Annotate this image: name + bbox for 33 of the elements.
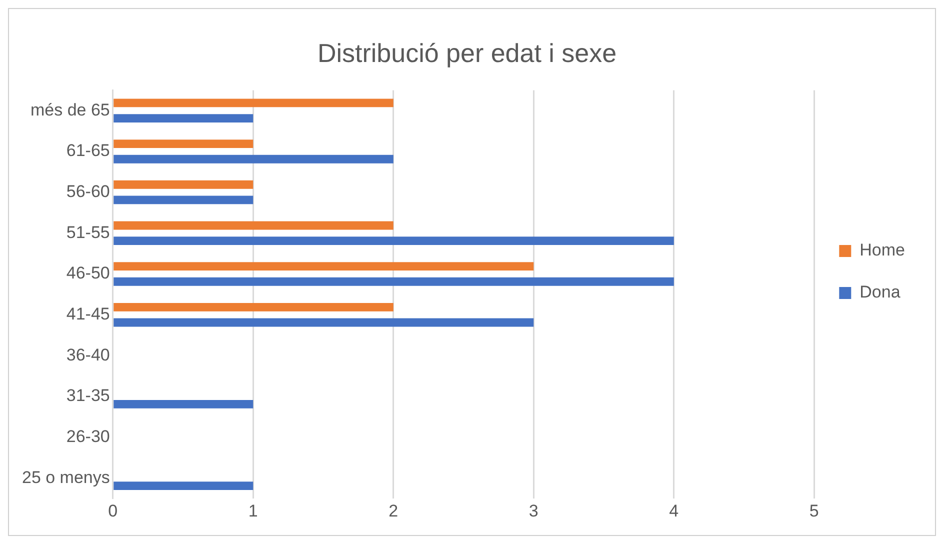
- y-tick-label: 46-50: [66, 264, 110, 283]
- bar: [114, 277, 674, 286]
- y-tick-label: 61-65: [66, 141, 110, 160]
- bar: [114, 262, 534, 271]
- y-tick-label: 25 o menys: [22, 468, 110, 487]
- bar: [114, 400, 254, 408]
- y-tick-label: 26-30: [66, 427, 110, 446]
- x-tick-label: 5: [809, 501, 819, 520]
- bar: [114, 302, 394, 312]
- y-tick-label: 36-40: [66, 345, 110, 364]
- y-tick-label: 41-45: [66, 304, 110, 324]
- y-tick-label: 51-55: [66, 222, 110, 242]
- bar: [114, 221, 394, 230]
- y-tick-label: 56-60: [66, 182, 110, 201]
- bar: [114, 196, 254, 204]
- bar: [114, 154, 394, 164]
- bar: [114, 114, 254, 122]
- legend-label: Home: [860, 240, 906, 260]
- bar: [114, 318, 534, 327]
- x-tick-label: 2: [388, 501, 398, 520]
- bar: [114, 140, 254, 148]
- bar: [114, 236, 674, 246]
- x-tick-label: 4: [669, 501, 679, 520]
- x-tick-label: 0: [108, 501, 118, 520]
- x-tick-label: 3: [528, 501, 538, 520]
- legend-label: Dona: [860, 282, 901, 302]
- y-tick-label: més de 65: [30, 100, 110, 120]
- x-tick-label: 1: [248, 501, 258, 520]
- bar: [114, 180, 254, 189]
- bar: [114, 482, 254, 490]
- bar: [114, 98, 394, 108]
- chart-title: Distribució per edat i sexe: [317, 38, 617, 68]
- y-tick-label: 31-35: [66, 386, 110, 406]
